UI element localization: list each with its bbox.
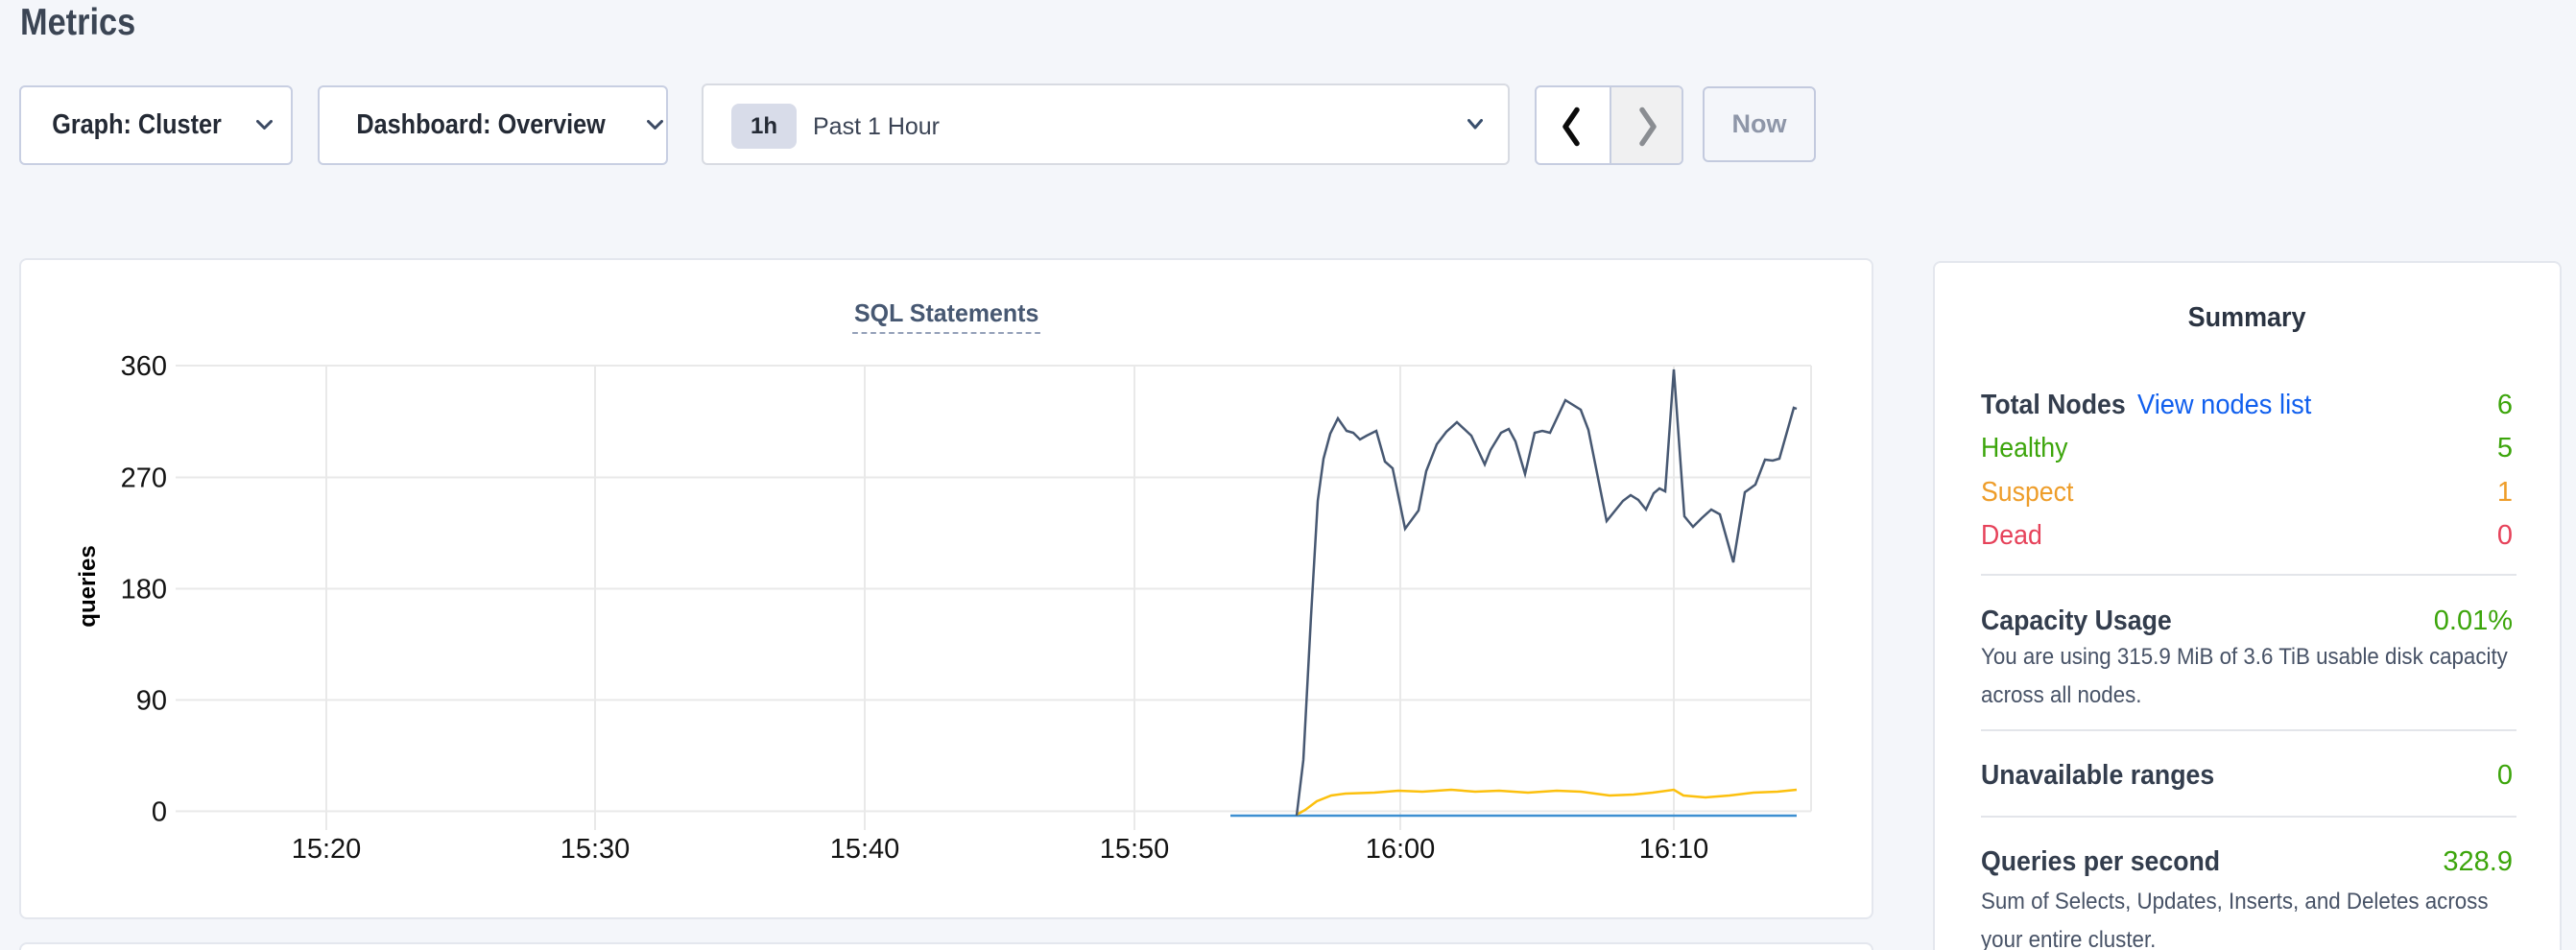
svg-text:queries: queries [75, 545, 101, 627]
svg-text:15:50: 15:50 [1100, 834, 1170, 865]
svg-text:90: 90 [136, 685, 167, 716]
svg-text:270: 270 [121, 463, 167, 494]
svg-text:180: 180 [121, 575, 167, 606]
svg-text:15:20: 15:20 [292, 834, 362, 865]
svg-text:15:30: 15:30 [561, 834, 631, 865]
svg-text:16:10: 16:10 [1639, 834, 1709, 865]
svg-text:360: 360 [121, 351, 167, 382]
svg-text:16:00: 16:00 [1366, 834, 1436, 865]
svg-text:0: 0 [152, 796, 167, 827]
svg-text:15:40: 15:40 [830, 834, 900, 865]
